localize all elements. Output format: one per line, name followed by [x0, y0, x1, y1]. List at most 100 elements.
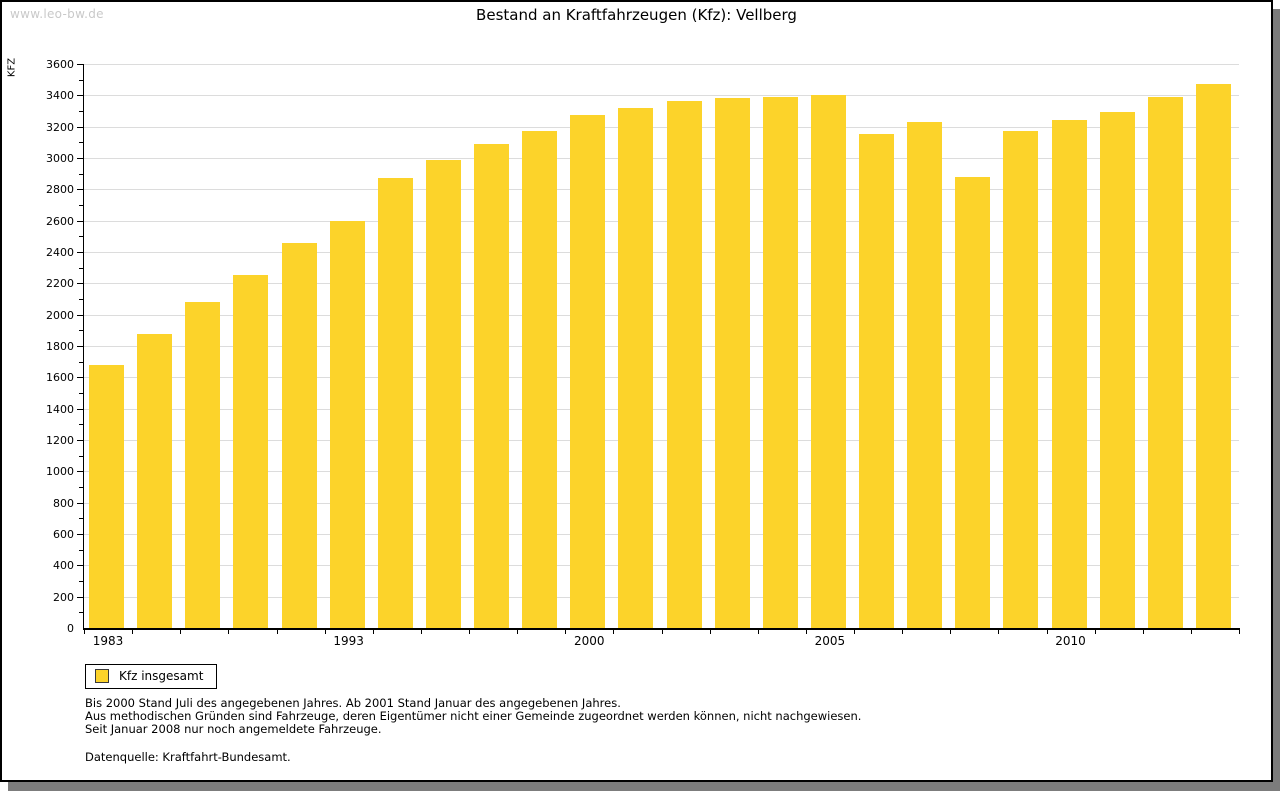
y-axis-label: 600	[53, 528, 74, 541]
gridline	[84, 377, 1239, 379]
y-tick	[77, 503, 83, 504]
x-tick	[1191, 630, 1192, 634]
watermark: www.leo-bw.de	[10, 7, 104, 21]
bar-1991	[281, 243, 317, 628]
x-tick	[1047, 630, 1048, 634]
bar-2009	[1003, 131, 1039, 628]
gridline	[84, 252, 1239, 253]
gridline	[84, 220, 1239, 222]
y-axis-label: 800	[53, 496, 74, 510]
y-axis-label: 1800	[46, 340, 74, 353]
chart-title: Bestand an Kraftfahrzeugen (Kfz): Vellbe…	[476, 6, 797, 24]
y-tick	[77, 283, 83, 284]
y-tick	[77, 95, 83, 96]
bar-2005	[810, 95, 846, 628]
bar-2003	[714, 98, 750, 628]
y-axis-label: 1600	[46, 371, 74, 385]
y-tick	[77, 471, 83, 472]
x-axis-label-1983: 1983	[92, 634, 124, 648]
bar-1995	[377, 178, 413, 628]
y-tick	[77, 221, 83, 222]
y-tick	[79, 487, 83, 488]
y-tick	[79, 581, 83, 582]
x-tick	[565, 630, 566, 634]
gridline	[84, 314, 1239, 316]
x-tick	[84, 630, 85, 634]
gridline	[84, 158, 1239, 159]
gridline	[84, 95, 1239, 97]
bar-1993	[329, 221, 365, 628]
bar-2013	[1195, 84, 1231, 628]
footnote-line-3: Seit Januar 2008 nur noch angemeldete Fa…	[85, 722, 382, 736]
x-tick	[854, 630, 855, 634]
legend: Kfz insgesamt	[85, 664, 218, 689]
bar-2012	[1147, 97, 1183, 628]
y-axis-label: 2400	[46, 246, 74, 259]
x-tick	[517, 630, 518, 634]
y-axis-label: 3600	[46, 58, 74, 71]
y-tick	[79, 393, 83, 394]
x-tick	[421, 630, 422, 634]
bar-2001	[618, 108, 654, 628]
y-axis-label: 1400	[46, 402, 74, 416]
x-tick	[469, 630, 470, 634]
x-tick	[373, 630, 374, 634]
gridline	[84, 189, 1239, 191]
x-axis-label-2000: 2000	[574, 634, 605, 648]
gridline	[84, 64, 1239, 65]
y-tick	[77, 534, 83, 535]
y-tick	[79, 111, 83, 112]
y-axis-label: 2200	[46, 277, 74, 291]
gridline	[84, 283, 1239, 285]
x-tick	[902, 630, 903, 634]
y-axis-label: 400	[53, 559, 74, 573]
x-tick	[325, 630, 326, 634]
x-tick	[710, 630, 711, 634]
x-tick	[1143, 630, 1144, 634]
x-tick	[132, 630, 133, 634]
y-tick	[77, 64, 83, 65]
y-axis-label: 3000	[46, 152, 74, 165]
y-tick	[79, 330, 83, 331]
x-axis-label-1993: 1993	[333, 634, 364, 648]
x-tick	[613, 630, 614, 634]
bar-1997	[425, 160, 461, 628]
y-tick	[79, 424, 83, 425]
y-tick	[77, 565, 83, 566]
bar-2002	[666, 101, 702, 628]
bar-1987	[185, 302, 221, 628]
gridline	[84, 126, 1239, 128]
gridline	[84, 596, 1239, 598]
gridline	[84, 346, 1239, 347]
y-tick	[77, 127, 83, 128]
gridline	[84, 408, 1239, 410]
bar-2007	[907, 122, 943, 628]
y-tick	[77, 315, 83, 316]
y-tick	[79, 174, 83, 175]
y-axis-label: 2800	[46, 183, 74, 197]
y-tick	[79, 268, 83, 269]
x-axis-label-2010: 2010	[1055, 634, 1086, 648]
bar-2004	[762, 97, 798, 628]
bar-1989	[233, 275, 269, 628]
y-axis-label: 2000	[46, 308, 74, 322]
x-tick	[1095, 630, 1096, 634]
y-tick	[79, 550, 83, 551]
x-tick	[277, 630, 278, 634]
y-tick	[77, 158, 83, 159]
y-tick	[77, 597, 83, 598]
gridline	[84, 502, 1239, 504]
y-tick	[77, 346, 83, 347]
y-axis-label: 3400	[46, 89, 74, 103]
y-tick	[79, 362, 83, 363]
y-tick	[77, 252, 83, 253]
y-tick	[79, 299, 83, 300]
y-axis-label: 200	[53, 590, 74, 604]
gridline	[84, 565, 1239, 567]
y-tick	[79, 80, 83, 81]
gridline	[84, 471, 1239, 473]
y-tick	[77, 409, 83, 410]
y-tick	[79, 142, 83, 143]
legend-swatch-icon	[95, 669, 109, 683]
